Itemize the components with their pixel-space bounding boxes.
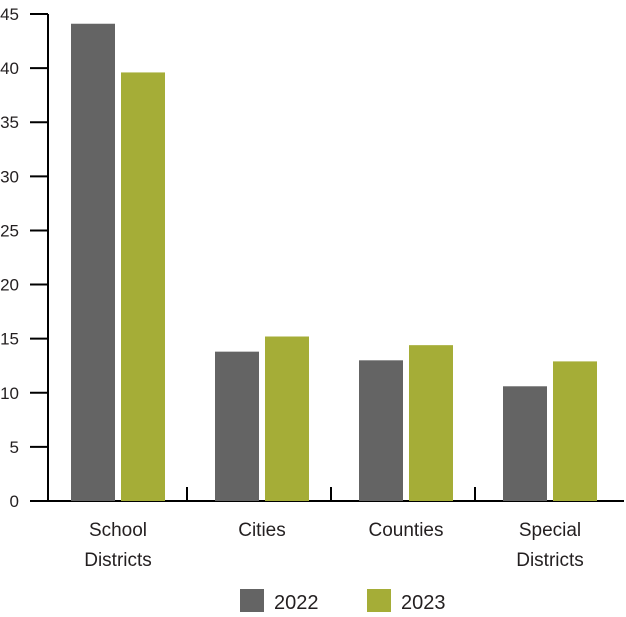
bar-2022	[503, 386, 547, 501]
bar-2023	[121, 72, 165, 501]
bar-2022	[215, 351, 259, 501]
y-tick-label: 15	[0, 330, 19, 349]
bar-2023	[553, 361, 597, 501]
x-category-label: School	[89, 520, 147, 541]
y-tick-label: 45	[0, 5, 19, 24]
y-tick-label: 10	[0, 384, 19, 403]
y-tick-label: 5	[10, 438, 19, 457]
bar-2023	[409, 345, 453, 501]
x-category-label: Districts	[84, 550, 152, 571]
x-category-label: Special	[519, 520, 581, 541]
y-tick-label: 40	[0, 59, 19, 78]
bar-2022	[359, 360, 403, 501]
x-category-label: Districts	[516, 550, 584, 571]
y-tick-label: 30	[0, 167, 19, 186]
legend-label: 2023	[401, 592, 446, 612]
legend-label: 2022	[274, 592, 319, 612]
legend-swatch-2022	[240, 589, 264, 613]
x-category-label: Cities	[238, 520, 286, 541]
bar-2022	[71, 23, 115, 502]
x-category-label: Counties	[369, 520, 444, 541]
legend-swatch-2023	[367, 589, 391, 613]
y-tick-label: 0	[10, 492, 19, 511]
y-tick-label: 20	[0, 276, 19, 295]
y-tick-label: 35	[0, 113, 19, 132]
y-tick-label: 25	[0, 221, 19, 240]
bar-2023	[265, 336, 309, 501]
